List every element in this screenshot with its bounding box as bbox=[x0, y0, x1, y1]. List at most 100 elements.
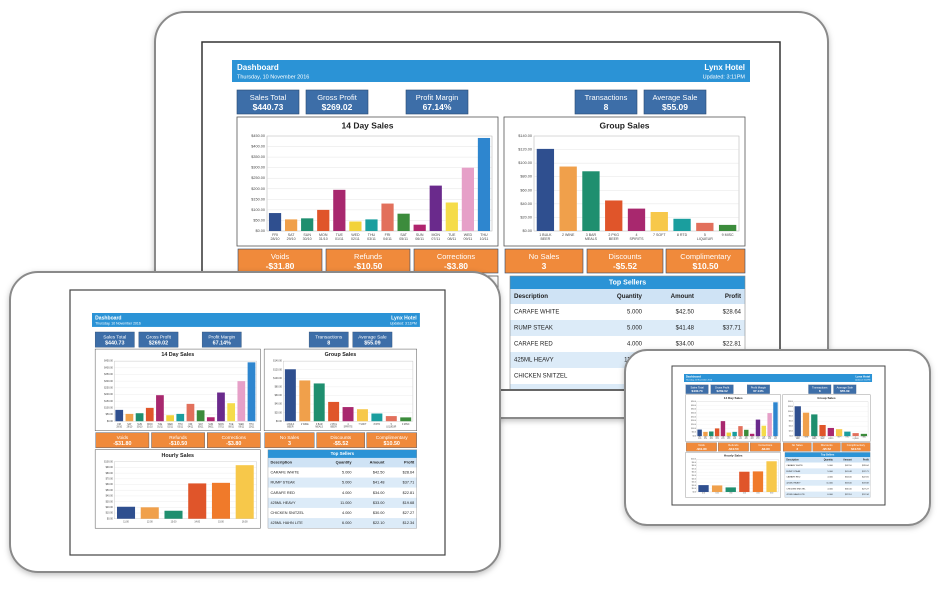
x-tick-label: 8 RTD bbox=[846, 437, 850, 439]
table-cell: $34.00 bbox=[845, 477, 852, 479]
bar bbox=[739, 471, 750, 492]
bar bbox=[725, 487, 736, 492]
x-tick-label: 11:00 bbox=[702, 493, 705, 495]
adjustment-box bbox=[325, 248, 411, 274]
kpi-box-label: Sales Total bbox=[250, 93, 287, 102]
kpi-box bbox=[747, 384, 770, 394]
adjustment-box-value: -$31.80 bbox=[113, 441, 131, 447]
table-cell: $30.00 bbox=[373, 511, 385, 515]
x-tick-label: SUN 06/11 bbox=[208, 423, 214, 428]
table-cell: 4.000 bbox=[342, 491, 351, 495]
table-row bbox=[510, 320, 745, 336]
x-tick-label: SAT 05/11 bbox=[399, 233, 408, 241]
x-tick-label: TUE 08/11 bbox=[447, 233, 456, 241]
header-bar bbox=[684, 374, 873, 382]
adjustment-box-value: -$10.50 bbox=[728, 447, 739, 451]
adjustment-box bbox=[366, 432, 417, 449]
y-tick-label: $50.00 bbox=[106, 413, 114, 416]
table-header-row bbox=[267, 457, 417, 468]
table-cell: 4.000 bbox=[627, 342, 643, 348]
y-tick-label: $80.00 bbox=[275, 386, 283, 389]
y-tick-label: $10.00 bbox=[692, 488, 696, 490]
table-cell: $34.00 bbox=[373, 491, 385, 495]
y-tick-label: $30.00 bbox=[106, 500, 114, 503]
x-tick-label: SAT 29/10 bbox=[287, 233, 296, 241]
bar bbox=[206, 417, 215, 422]
bar bbox=[284, 369, 296, 422]
bar bbox=[365, 219, 378, 231]
y-tick-label: $60.00 bbox=[692, 472, 696, 474]
bar bbox=[349, 221, 362, 231]
adjustment-box-label: Refunds bbox=[728, 443, 739, 447]
bar bbox=[140, 507, 159, 519]
x-tick-label: THU 03/11 bbox=[178, 423, 184, 428]
y-tick-label: $300.00 bbox=[691, 412, 696, 414]
x-tick-label: TUE 01/11 bbox=[335, 233, 344, 241]
table-row bbox=[784, 474, 871, 480]
kpi-box-label: Average Sale bbox=[837, 386, 854, 390]
header-updated: Updated: 3:11PM bbox=[703, 74, 746, 80]
bar bbox=[755, 419, 761, 437]
kpi-box-value: $440.73 bbox=[253, 102, 284, 112]
table-cell: $22.81 bbox=[403, 491, 415, 495]
header-venue: Lynx Hotel bbox=[391, 315, 417, 321]
table-border bbox=[267, 449, 417, 529]
table-header-cell: Description bbox=[271, 460, 293, 465]
table-header-cell: Quantity bbox=[617, 293, 643, 300]
bar bbox=[156, 395, 164, 422]
x-tick-label: FRI 28/10 bbox=[116, 423, 122, 428]
adjustment-box bbox=[504, 248, 584, 274]
table-cell: 5.000 bbox=[342, 481, 351, 485]
table-row bbox=[510, 336, 745, 352]
table-cell: 4.000 bbox=[827, 477, 833, 479]
table-cell: $28.64 bbox=[723, 310, 742, 316]
x-tick-label: MON 07/11 bbox=[218, 423, 224, 428]
x-tick-label: 7 SOFT bbox=[653, 233, 666, 237]
table-cell: $37.71 bbox=[403, 481, 415, 485]
table-cell: $22.81 bbox=[862, 477, 869, 479]
x-tick-label: 5 LIQUEUR bbox=[853, 437, 859, 441]
x-tick-label: THU 10/11 bbox=[774, 437, 777, 441]
adjustment-box-value: -$3.80 bbox=[761, 447, 770, 451]
y-tick-label: $400.00 bbox=[251, 145, 265, 149]
table-cell: RUMP STEAK bbox=[786, 470, 801, 473]
adjustment-box bbox=[718, 442, 749, 452]
x-tick-label: 12:00 bbox=[147, 521, 153, 523]
kpi-box-value: $55.09 bbox=[662, 102, 688, 112]
y-tick-label: $10.00 bbox=[106, 512, 114, 515]
kpi-box bbox=[94, 331, 135, 348]
kpi-box-value: 67.14% bbox=[213, 340, 231, 346]
x-tick-label: 2 WINE bbox=[562, 233, 575, 237]
y-tick-label: $20.00 bbox=[520, 215, 532, 219]
x-tick-label: TUE 08/11 bbox=[762, 437, 765, 441]
x-tick-label: WED 09/11 bbox=[464, 233, 473, 241]
x-tick-label: TUE 01/11 bbox=[721, 437, 724, 441]
bar bbox=[697, 429, 702, 437]
y-tick-label: $140.00 bbox=[788, 401, 793, 403]
y-tick-label: $100.00 bbox=[691, 428, 696, 430]
kpi-box bbox=[643, 89, 707, 115]
bar bbox=[709, 431, 714, 437]
bar bbox=[217, 392, 225, 422]
x-tick-label: SUN 30/10 bbox=[303, 233, 312, 241]
adjustment-box-label: Corrections bbox=[758, 443, 773, 447]
y-tick-label: $0.00 bbox=[107, 517, 114, 520]
adjustment-box-label: Voids bbox=[271, 252, 290, 261]
bar bbox=[802, 412, 810, 437]
kpi-box bbox=[201, 331, 242, 348]
y-tick-label: $0.00 bbox=[522, 229, 532, 233]
x-tick-label: 2 PKG BEER bbox=[821, 437, 825, 441]
x-tick-label: FRI 28/10 bbox=[271, 233, 280, 241]
x-tick-label: SUN 30/10 bbox=[710, 437, 714, 441]
adjustment-box-label: Discounts bbox=[609, 252, 642, 261]
x-tick-label: WED 02/11 bbox=[351, 233, 360, 241]
y-tick-label: $20.00 bbox=[692, 485, 696, 487]
table-cell: 5.000 bbox=[827, 465, 833, 467]
adjustment-box bbox=[316, 432, 366, 449]
table-cell: 11.000 bbox=[340, 501, 351, 505]
y-tick-label: $90.00 bbox=[106, 466, 114, 469]
y-tick-label: $40.00 bbox=[692, 478, 696, 480]
table-title: Top Sellers bbox=[331, 451, 355, 456]
table-title-bar bbox=[510, 276, 745, 289]
table-cell: CARAFE RED bbox=[271, 491, 296, 495]
